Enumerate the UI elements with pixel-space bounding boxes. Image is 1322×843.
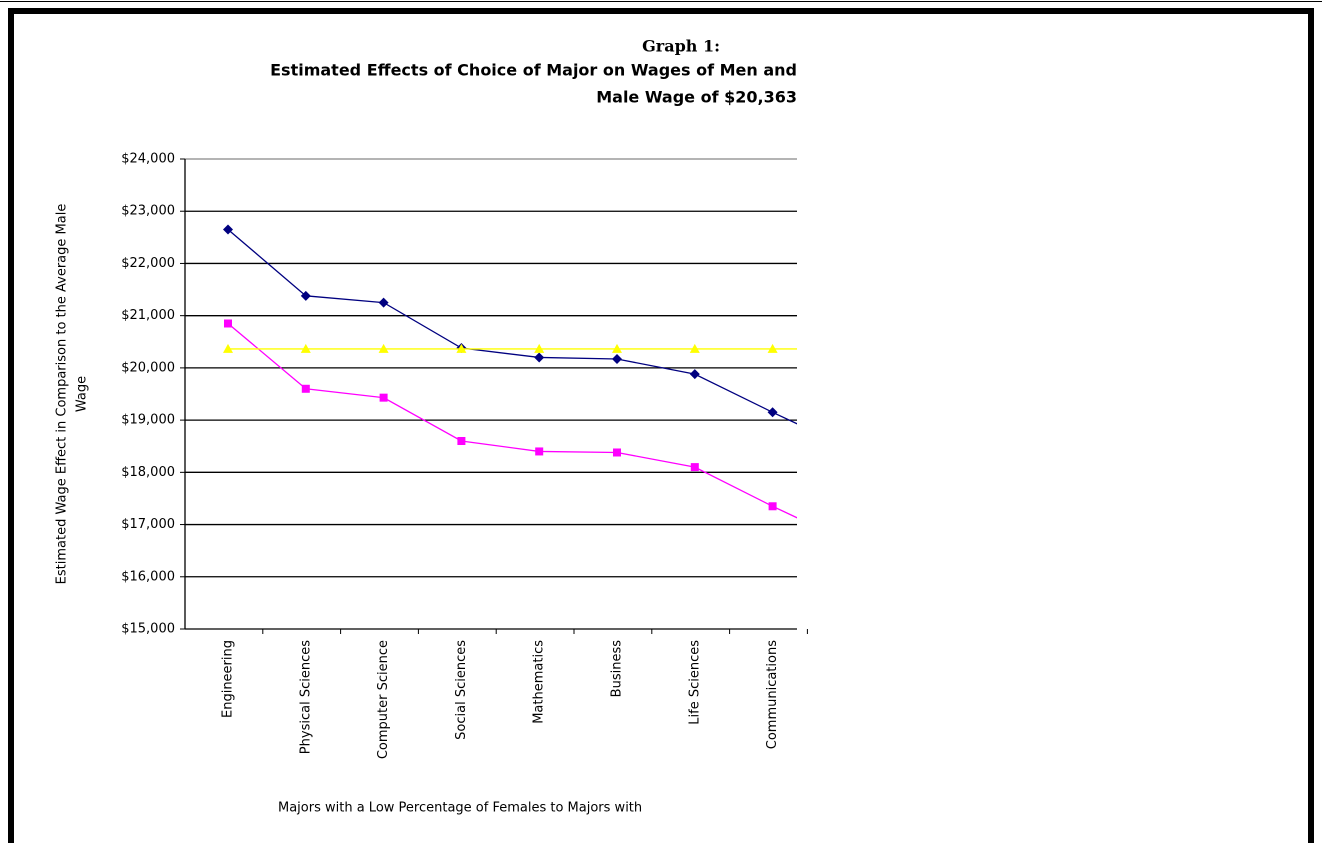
chart-subtitle: Male Wage of $20,363 [596,88,797,107]
marker [379,393,388,402]
x-axis-label: Majors with a Low Percentage of Females … [278,801,642,816]
x-tick-label: Physical Sciences [298,640,313,754]
x-tick-label: Mathematics [532,640,547,724]
marker [224,319,232,328]
chart-subtitle: Estimated Effects of Choice of Major on … [270,61,797,80]
y-tick-label: $15,000 [121,622,175,637]
x-tick-label: Life Sciences [687,640,702,725]
marker [534,343,545,353]
x-tick-label: Business [610,640,625,698]
marker [767,343,778,353]
y-tick-label: $18,000 [121,465,175,480]
marker [535,447,544,456]
marker [846,539,854,547]
marker [534,352,545,363]
marker [689,343,700,353]
marker [767,407,778,418]
y-tick-label: $19,000 [121,413,175,428]
y-tick-label: $21,000 [121,308,175,323]
marker [613,448,621,457]
marker [768,502,777,511]
marker [612,343,622,353]
y-tick-label: $20,000 [121,360,175,375]
marker [689,369,700,380]
x-tick-label: Computer Science [376,640,391,759]
marker [845,444,855,454]
marker [690,463,699,472]
y-tick-label: $22,000 [121,256,175,271]
marker [301,384,310,393]
x-tick-label: Communications [765,640,780,749]
marker [378,343,389,353]
marker [612,354,622,365]
y-axis-label: Wage [75,376,90,412]
x-tick-label: Social Sciences [454,640,469,740]
y-tick-label: $16,000 [121,569,175,584]
x-tick-label: Engineering [221,640,236,718]
y-tick-label: $17,000 [121,517,175,532]
marker [223,224,233,235]
marker [300,343,311,353]
marker [456,343,467,353]
frame [8,8,1314,843]
marker [300,290,311,301]
marker [845,344,855,353]
y-tick-label: $23,000 [121,204,175,219]
y-tick-label: $24,000 [121,152,175,167]
marker [457,437,466,445]
plot-area [223,224,855,547]
marker [223,343,233,353]
series-line [227,229,797,425]
y-axis-label: Estimated Wage Effect in Comparison to t… [55,204,70,585]
marker [378,297,389,308]
chart-title: Graph 1: [642,37,720,56]
